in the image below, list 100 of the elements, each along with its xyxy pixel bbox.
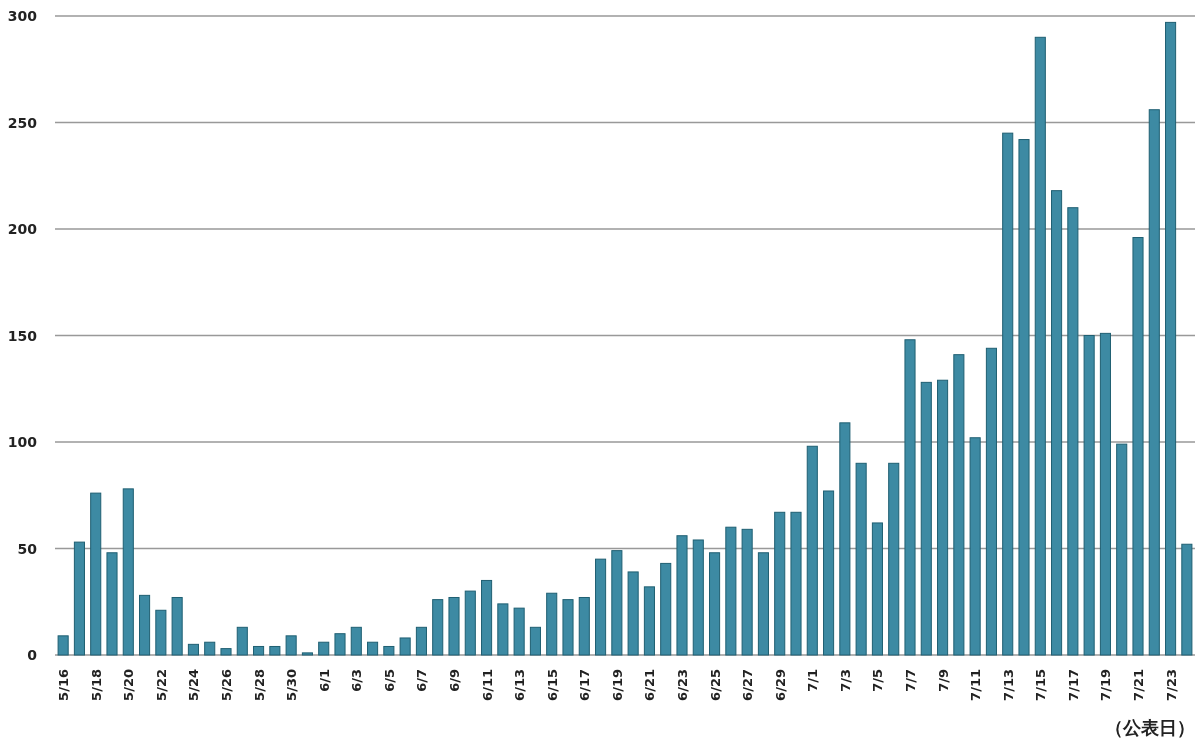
bar <box>481 579 493 656</box>
bar <box>676 535 688 656</box>
bar <box>692 539 704 656</box>
y-tick-label: 50 <box>17 540 38 557</box>
bar <box>562 599 574 656</box>
x-tick-label: 6/15 <box>544 669 560 701</box>
x-tick-label: 7/15 <box>1033 669 1049 701</box>
bar <box>953 354 965 656</box>
bar <box>774 511 786 656</box>
bar <box>383 645 395 656</box>
bar <box>871 522 883 656</box>
x-tick-label: 6/13 <box>512 669 528 701</box>
x-tick-label: 6/21 <box>642 669 658 701</box>
y-tick-label: 200 <box>7 221 38 237</box>
bar <box>122 488 134 656</box>
text: （公表日） <box>1105 717 1195 738</box>
bar <box>220 648 232 656</box>
bar <box>399 637 411 656</box>
x-tick-label: 5/24 <box>186 669 202 701</box>
bar <box>1148 109 1160 656</box>
bar <box>823 490 835 656</box>
x-tick-label: 7/7 <box>903 669 918 692</box>
bar <box>1132 237 1144 656</box>
bar <box>1034 36 1046 656</box>
x-tick-label: 5/26 <box>219 669 234 701</box>
x-tick-label: 5/22 <box>153 669 169 701</box>
y-tick-label: 0 <box>27 647 38 663</box>
bar <box>725 526 737 656</box>
x-tick-label: 6/29 <box>772 669 788 701</box>
bar <box>839 422 851 656</box>
bar <box>611 550 623 656</box>
bar <box>464 590 476 656</box>
y-tick-label: 100 <box>7 434 38 450</box>
bar <box>1051 190 1063 656</box>
bar <box>660 562 672 656</box>
bar <box>73 541 85 656</box>
x-tick-label: 7/23 <box>1163 669 1179 701</box>
bar <box>595 558 607 656</box>
y-tick-label: 250 <box>7 114 38 131</box>
bar <box>253 645 265 656</box>
x-tick-label: 6/11 <box>479 669 495 701</box>
bar <box>1165 21 1177 656</box>
bar <box>1083 335 1095 656</box>
bar <box>171 596 183 656</box>
x-tick-label: 6/7 <box>414 669 430 692</box>
bar <box>204 641 216 656</box>
bar <box>578 596 590 656</box>
bar <box>285 635 297 656</box>
bar <box>432 599 444 656</box>
x-tick-label: 7/13 <box>1000 669 1016 701</box>
bar <box>904 339 916 656</box>
bar <box>334 633 346 656</box>
x-tick-label: 5/16 <box>56 669 72 701</box>
x-tick-label: 6/17 <box>577 669 593 701</box>
bar <box>757 552 769 656</box>
x-tick-label: 6/5 <box>381 669 397 692</box>
x-tick-label: 7/1 <box>805 669 821 692</box>
bar <box>236 626 248 656</box>
bar <box>57 635 69 656</box>
x-tick-label: 6/1 <box>316 669 332 692</box>
bar <box>1116 443 1128 656</box>
x-tick-label: 7/21 <box>1131 669 1146 701</box>
y-tick-label: 150 <box>7 327 38 344</box>
x-tick-label: 7/5 <box>870 669 886 692</box>
x-tick-label: 7/3 <box>837 669 853 692</box>
x-tick-label: 7/17 <box>1065 669 1081 701</box>
bar <box>741 528 753 656</box>
bar <box>985 347 997 656</box>
bar <box>367 641 379 656</box>
x-tick-label: 6/3 <box>349 669 365 692</box>
bar <box>920 381 932 656</box>
bar <box>1067 207 1079 656</box>
x-tick-label: 7/11 <box>968 669 984 701</box>
bar <box>1018 139 1030 656</box>
bar <box>106 552 118 656</box>
x-tick-label: 6/27 <box>740 669 756 701</box>
x-tick-label: 5/18 <box>88 669 104 701</box>
bar <box>790 511 802 656</box>
bar <box>497 603 509 656</box>
bar <box>529 626 541 656</box>
bar <box>1099 332 1111 656</box>
bar <box>301 652 313 656</box>
x-tick-label: 5/30 <box>284 669 300 701</box>
bar <box>888 462 900 656</box>
bar <box>448 596 460 656</box>
bar <box>155 609 167 656</box>
bar <box>709 552 721 656</box>
bar <box>139 594 151 656</box>
x-tick-label: 6/25 <box>707 669 723 701</box>
x-tick-label: 6/9 <box>447 669 462 692</box>
bar <box>855 462 867 656</box>
bar <box>1002 132 1014 656</box>
bar <box>415 626 427 656</box>
bar <box>187 643 199 656</box>
bar <box>269 645 281 656</box>
x-tick-label: 7/19 <box>1098 669 1114 701</box>
x-tick-label: 6/23 <box>675 669 690 701</box>
bar <box>513 607 525 656</box>
bar <box>318 641 330 656</box>
bar <box>806 445 818 656</box>
